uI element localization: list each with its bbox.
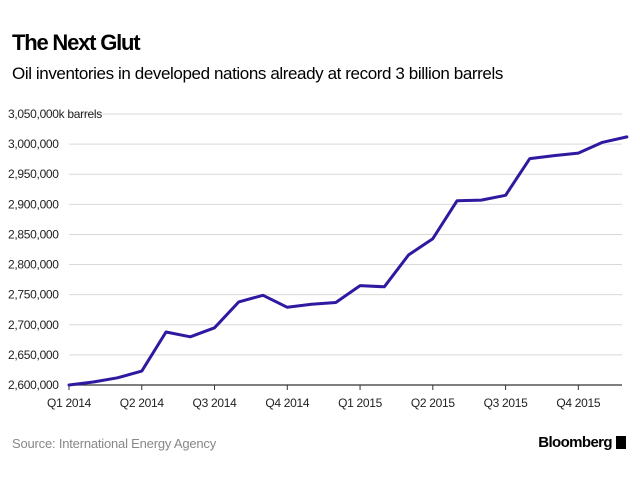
y-tick-label: 2,650,000 [8,348,59,362]
y-tick-label: 2,750,000 [8,288,59,302]
y-tick-label: 3,000,000 [8,137,59,151]
y-tick-label: 2,850,000 [8,227,59,241]
y-axis: 2,600,000 2,650,000 2,700,000 2,750,000 2,80… [8,107,103,392]
y-tick-label: 3,050,000k barrels [8,107,102,121]
chart-subtitle: Oil inventories in developed nations alr… [12,64,503,83]
x-tick-label: Q2 2015 [411,396,456,410]
brand-logo: Bloomberg [538,434,626,451]
x-tick-label: Q2 2014 [120,396,165,410]
brand-name: Bloomberg [538,434,612,451]
grid-lines [69,113,622,386]
source-note: Source: International Energy Agency [12,436,217,451]
chart-title: The Next Glut [12,30,141,55]
y-tick-label: 2,700,000 [8,318,59,332]
x-tick-label: Q3 2015 [484,396,529,410]
y-tick-label: 2,800,000 [8,258,59,272]
x-tick-label: Q1 2014 [47,396,92,410]
x-tick-label: Q1 2015 [338,396,383,410]
y-tick-label: 2,900,000 [8,197,59,211]
y-tick-label: 2,950,000 [8,167,59,181]
series-layer [67,135,629,387]
bloomberg-logo-icon [616,436,626,449]
series-line [67,135,629,387]
x-tick-label: Q3 2014 [193,396,238,410]
y-tick-label: 2,600,000 [8,378,59,392]
x-tick-label: Q4 2014 [265,396,310,410]
x-tick-label: Q4 2015 [556,396,601,410]
x-axis: Q1 2014 Q2 2014 Q3 2014 Q4 2014 Q1 2015 Q2 20… [47,385,601,410]
